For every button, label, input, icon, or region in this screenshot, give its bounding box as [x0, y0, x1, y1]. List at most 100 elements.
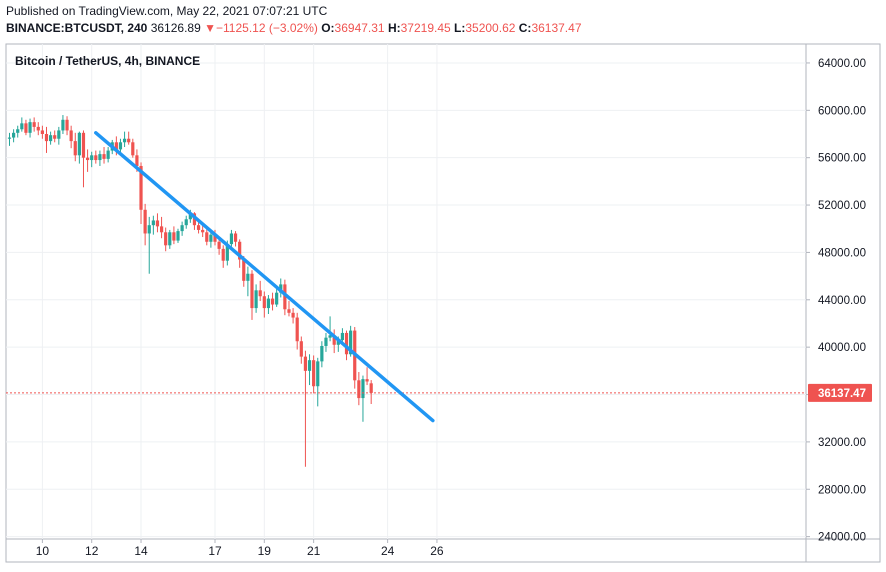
candle-up: [98, 154, 102, 161]
x-tick-label: 26: [430, 544, 444, 558]
y-tick-label: 24000.00: [818, 532, 866, 544]
candle-up: [90, 155, 94, 161]
candle-down: [258, 290, 262, 297]
candle-down: [213, 234, 217, 242]
candle-down: [217, 241, 221, 249]
x-tick-label: 21: [307, 544, 321, 558]
candle-down: [250, 273, 254, 309]
close-value: 36137.47: [531, 21, 582, 35]
candle-up: [229, 233, 234, 245]
candle-down: [65, 119, 69, 131]
y-tick-label: 56000.00: [818, 153, 866, 165]
candle-down: [201, 229, 205, 233]
candle-down: [172, 232, 176, 241]
candle-down: [357, 380, 361, 399]
y-tick-label: 44000.00: [818, 295, 866, 307]
low-label: L:: [454, 21, 466, 35]
candle-down: [332, 335, 336, 345]
candle-up: [180, 225, 184, 232]
y-tick-label: 64000.00: [818, 58, 866, 70]
candlestick-series: [7, 115, 373, 467]
ohlc-line: BINANCE:BTCUSDT, 240 36126.89 ▼−1125.12 …: [6, 21, 582, 35]
candle-up: [61, 119, 65, 131]
candle-down: [233, 233, 238, 242]
candle-down: [114, 142, 118, 150]
candle-up: [168, 232, 172, 246]
candle-down: [221, 248, 225, 261]
candle-down: [344, 332, 349, 355]
candle-up: [77, 132, 81, 156]
candle-down: [303, 356, 308, 371]
current-price-label: 36137.47: [818, 388, 866, 400]
candle-down: [36, 126, 40, 131]
candle-up: [307, 360, 312, 371]
candle-up: [20, 123, 24, 130]
candle-up: [336, 340, 340, 345]
candle-down: [85, 157, 90, 161]
candle-down: [196, 225, 201, 230]
candle-down: [155, 220, 160, 227]
candle-down: [164, 232, 168, 246]
candle-down: [135, 155, 139, 166]
y-tick-label: 28000.00: [818, 484, 866, 496]
candle-up: [324, 337, 328, 346]
open-label: O:: [321, 21, 335, 35]
candle-down: [94, 155, 98, 161]
candle-up: [106, 150, 110, 159]
symbol-label: BINANCE:BTCUSDT, 240: [6, 21, 148, 35]
candle-down: [238, 241, 242, 260]
candle-down: [131, 142, 135, 156]
candle-down: [295, 317, 299, 342]
low-value: 35200.62: [465, 21, 516, 35]
candle-up: [57, 130, 61, 139]
time-axis[interactable]: 10 12 14 17 19 21 24 26: [36, 539, 444, 558]
candle-up: [188, 213, 192, 220]
candle-up: [275, 292, 279, 305]
y-tick-label: 48000.00: [818, 247, 866, 259]
candle-down: [69, 130, 73, 142]
x-tick-label: 14: [134, 544, 148, 558]
y-tick-label: 60000.00: [818, 105, 866, 117]
price-change: −1125.12 (−3.02%): [216, 21, 318, 35]
candle-down: [365, 379, 369, 382]
x-tick-label: 10: [36, 544, 50, 558]
legend-title: Bitcoin / TetherUS, 4h, BINANCE: [15, 54, 200, 68]
candle-up: [254, 290, 258, 309]
candle-down: [24, 123, 28, 133]
candle-down: [81, 132, 86, 158]
candle-up: [320, 345, 324, 362]
candle-up: [349, 330, 353, 355]
x-tick-label: 17: [208, 544, 222, 558]
x-tick-label: 24: [381, 544, 395, 558]
current-price-badge: [808, 383, 872, 402]
y-tick-label: 40000.00: [818, 342, 866, 354]
candle-down: [270, 298, 275, 305]
candle-up: [49, 135, 53, 142]
candle-down: [262, 296, 266, 309]
trendline[interactable]: [94, 131, 435, 423]
candle-up: [151, 220, 155, 226]
candle-down: [287, 309, 291, 313]
price-axis[interactable]: 24000.0028000.0032000.0036000.0040000.00…: [806, 58, 866, 544]
candle-down: [242, 259, 246, 281]
candle-up: [7, 137, 12, 139]
candle-down: [53, 135, 57, 139]
high-label: H:: [387, 21, 401, 35]
candle-up: [246, 273, 250, 281]
candle-down: [369, 383, 373, 393]
candle-down: [44, 134, 49, 142]
candle-down: [159, 226, 164, 233]
x-tick-label: 19: [258, 544, 272, 558]
y-tick-label: 32000.00: [818, 437, 866, 449]
candle-up: [209, 234, 213, 242]
candle-down: [40, 130, 44, 134]
down-arrow-icon: ▼: [204, 21, 216, 35]
candle-up: [361, 379, 365, 399]
candle-up: [184, 219, 188, 226]
candle-up: [266, 298, 271, 309]
candle-up: [118, 142, 123, 150]
chart-border: [5, 43, 881, 563]
published-line: Published on TradingView.com, May 22, 20…: [6, 4, 327, 18]
candle-up: [16, 129, 20, 133]
